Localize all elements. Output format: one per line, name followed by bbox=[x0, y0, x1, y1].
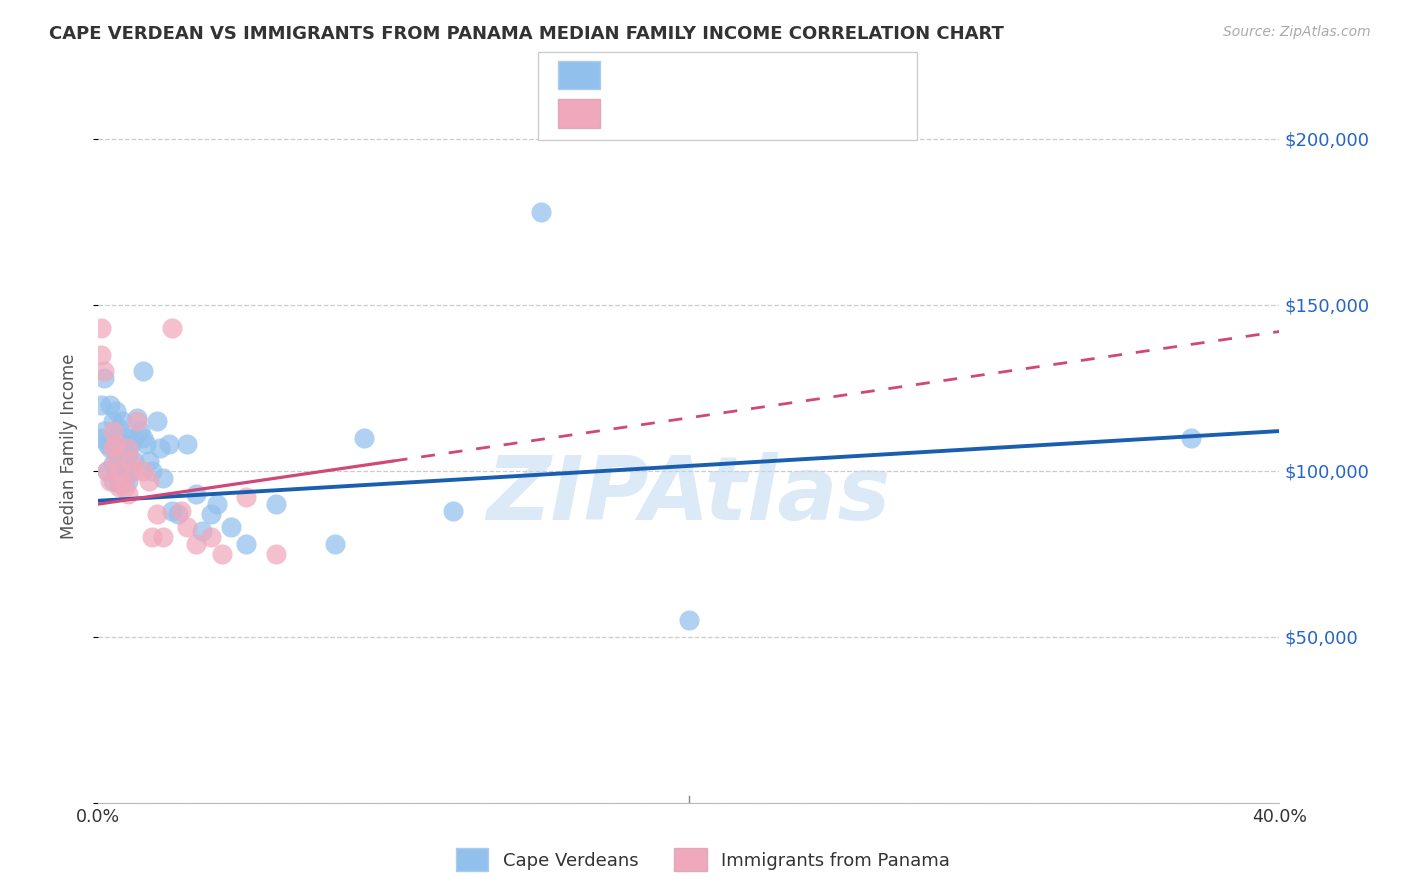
Point bbox=[152, 530, 174, 544]
Point bbox=[117, 447, 139, 461]
Point bbox=[111, 464, 134, 478]
Point bbox=[122, 454, 145, 468]
Point bbox=[122, 464, 145, 478]
Point bbox=[162, 321, 183, 335]
Point bbox=[93, 371, 115, 385]
Point bbox=[170, 504, 193, 518]
Point bbox=[96, 464, 118, 478]
Point bbox=[205, 497, 228, 511]
Point bbox=[96, 437, 118, 451]
Point bbox=[176, 437, 198, 451]
Point bbox=[1180, 431, 1202, 445]
Point bbox=[219, 520, 242, 534]
Point bbox=[117, 474, 139, 488]
Point bbox=[114, 470, 136, 484]
Point bbox=[184, 487, 207, 501]
Point bbox=[167, 507, 190, 521]
Point bbox=[157, 437, 180, 451]
Point bbox=[103, 474, 125, 488]
Point bbox=[103, 424, 125, 438]
Point bbox=[108, 481, 131, 495]
Point bbox=[146, 507, 169, 521]
Point bbox=[211, 547, 233, 561]
Point bbox=[90, 397, 112, 411]
Legend: Cape Verdeans, Immigrants from Panama: Cape Verdeans, Immigrants from Panama bbox=[449, 841, 957, 879]
Point bbox=[200, 507, 222, 521]
Point bbox=[235, 491, 257, 505]
Point bbox=[108, 464, 131, 478]
Point bbox=[90, 348, 112, 362]
Point bbox=[93, 364, 115, 378]
Text: CAPE VERDEAN VS IMMIGRANTS FROM PANAMA MEDIAN FAMILY INCOME CORRELATION CHART: CAPE VERDEAN VS IMMIGRANTS FROM PANAMA M… bbox=[49, 25, 1004, 43]
Point bbox=[105, 437, 128, 451]
Point bbox=[132, 364, 155, 378]
Point bbox=[138, 454, 160, 468]
Point bbox=[132, 464, 155, 478]
Point bbox=[117, 441, 139, 455]
Point bbox=[176, 520, 198, 534]
Point bbox=[141, 530, 163, 544]
Point bbox=[323, 537, 346, 551]
Point bbox=[235, 537, 257, 551]
Point bbox=[152, 470, 174, 484]
Point bbox=[108, 421, 131, 435]
Point bbox=[98, 397, 121, 411]
Point bbox=[162, 504, 183, 518]
Point bbox=[149, 441, 172, 455]
Point bbox=[108, 477, 131, 491]
Point bbox=[117, 487, 139, 501]
Point bbox=[90, 321, 112, 335]
Point bbox=[105, 431, 128, 445]
Point bbox=[111, 437, 134, 451]
Text: Source: ZipAtlas.com: Source: ZipAtlas.com bbox=[1223, 25, 1371, 39]
Point bbox=[132, 431, 155, 445]
Point bbox=[135, 437, 157, 451]
Point bbox=[125, 410, 148, 425]
Point bbox=[530, 205, 553, 219]
Text: R =  0.111   N = 58: R = 0.111 N = 58 bbox=[612, 65, 803, 84]
Point bbox=[103, 414, 125, 428]
Point bbox=[191, 524, 214, 538]
Point bbox=[98, 441, 121, 455]
Point bbox=[184, 537, 207, 551]
Point bbox=[90, 431, 112, 445]
Point bbox=[120, 437, 142, 451]
Point bbox=[103, 441, 125, 455]
Text: R = 0.149   N =  31: R = 0.149 N = 31 bbox=[612, 104, 803, 123]
Y-axis label: Median Family Income: Median Family Income bbox=[59, 353, 77, 539]
Point bbox=[122, 431, 145, 445]
Point bbox=[108, 454, 131, 468]
Point bbox=[93, 424, 115, 438]
Text: ZIPAtlas: ZIPAtlas bbox=[486, 452, 891, 540]
Point bbox=[114, 441, 136, 455]
Point bbox=[264, 547, 287, 561]
Point bbox=[105, 404, 128, 418]
Point bbox=[96, 464, 118, 478]
Point bbox=[120, 454, 142, 468]
Point bbox=[111, 474, 134, 488]
Point bbox=[264, 497, 287, 511]
Point bbox=[114, 481, 136, 495]
Point bbox=[98, 474, 121, 488]
Point bbox=[441, 504, 464, 518]
Point bbox=[200, 530, 222, 544]
Point bbox=[138, 474, 160, 488]
Point bbox=[146, 414, 169, 428]
Point bbox=[108, 441, 131, 455]
Point bbox=[128, 424, 150, 438]
Point bbox=[103, 457, 125, 471]
Point bbox=[103, 437, 125, 451]
Point bbox=[111, 414, 134, 428]
Point bbox=[141, 464, 163, 478]
Point bbox=[105, 454, 128, 468]
Point bbox=[353, 431, 375, 445]
Point bbox=[120, 464, 142, 478]
Point bbox=[105, 464, 128, 478]
Point bbox=[678, 613, 700, 627]
Point bbox=[117, 431, 139, 445]
Point bbox=[125, 414, 148, 428]
